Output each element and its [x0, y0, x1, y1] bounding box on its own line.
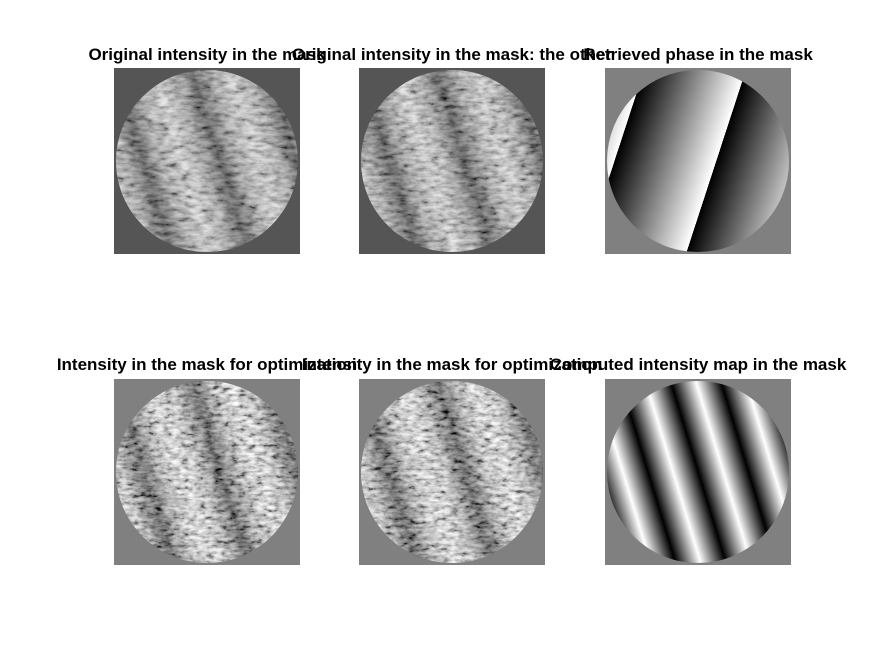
image-axes-intensity-optimization	[114, 379, 300, 565]
panel-title: Intensity in the mask for optimization	[301, 355, 603, 374]
image-axes-computed-intensity	[605, 379, 791, 565]
image-axes-intensity-optimization-2	[359, 379, 545, 565]
panel-title: Original intensity in the mask	[88, 45, 326, 64]
image-axes-original-intensity-other	[359, 68, 545, 254]
panel-title: Computed intensity map in the mask	[549, 355, 847, 374]
fringe-image	[114, 379, 300, 565]
fringe-image	[359, 379, 545, 565]
fringe-image	[114, 68, 300, 254]
panel-title: Intensity in the mask for optimization	[56, 355, 358, 374]
phase-image	[605, 68, 791, 254]
fringe-image	[605, 379, 791, 565]
panel-title: Original intensity in the mask: the othe…	[291, 45, 613, 64]
image-axes-original-intensity	[114, 68, 300, 254]
panel-title: Retrieved phase in the mask	[583, 45, 813, 64]
image-axes-retrieved-phase	[605, 68, 791, 254]
fringe-image	[359, 68, 545, 254]
